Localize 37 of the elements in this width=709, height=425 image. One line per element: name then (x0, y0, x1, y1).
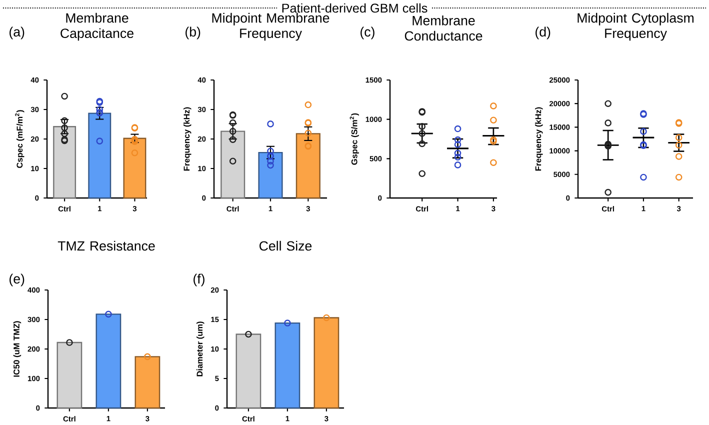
y-axis-title: Diameter (um) (196, 322, 204, 376)
bar (134, 356, 160, 409)
point (66, 339, 73, 346)
bar (123, 138, 146, 199)
bar (56, 342, 82, 409)
chart-title: Cell Size (260, 240, 312, 251)
point (245, 330, 252, 338)
point (105, 310, 112, 318)
point (284, 320, 291, 326)
point (144, 353, 151, 360)
text: (c) (360, 26, 374, 40)
chart-title: Midpoint Cytoplasm Frequency (578, 12, 694, 41)
chart-title: TMZ Resistance (58, 240, 155, 251)
point (323, 314, 330, 322)
y-axis-title: Frequency (kHz) (184, 107, 192, 171)
y-axis-title: IC50 (uM TMZ) (13, 321, 22, 377)
text: (e) (10, 274, 24, 286)
bar (220, 130, 246, 199)
text: Patient-derived GBM cells (282, 3, 428, 13)
y-axis-title: Gspec (S/m$^{2}$) (350, 113, 359, 165)
bar (96, 314, 122, 409)
text: (b) (186, 26, 200, 40)
chart-title: Midpoint Membrane Frequency (212, 12, 330, 41)
chart-title: Membrane Capacitance (60, 12, 134, 41)
text: (f) (194, 274, 204, 286)
bar (53, 126, 76, 199)
text: (a) (10, 26, 24, 40)
text: (d) (536, 26, 550, 40)
bar (258, 152, 283, 199)
bar (88, 112, 112, 199)
bar (274, 322, 300, 409)
bar (296, 133, 320, 199)
bar (314, 317, 340, 409)
y-axis-title: Cspec (mF/m$^{2}$) (15, 110, 24, 168)
bar (236, 334, 262, 409)
chart-title: Membrane Conductance (404, 16, 482, 41)
y-axis-title: Frequency (kHz) (535, 107, 543, 171)
